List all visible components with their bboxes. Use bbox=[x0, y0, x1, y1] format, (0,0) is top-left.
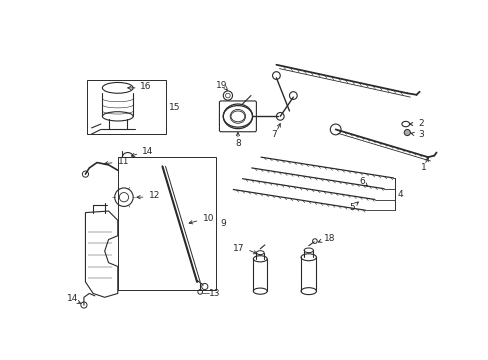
Text: 2: 2 bbox=[417, 119, 423, 128]
Text: 9: 9 bbox=[220, 219, 225, 228]
FancyBboxPatch shape bbox=[219, 101, 256, 132]
Text: 10: 10 bbox=[202, 214, 214, 223]
Text: 13: 13 bbox=[208, 289, 220, 298]
Text: 14: 14 bbox=[142, 147, 153, 156]
Text: 3: 3 bbox=[417, 130, 423, 139]
Text: 7: 7 bbox=[271, 130, 276, 139]
Text: 4: 4 bbox=[396, 190, 402, 199]
Text: 14: 14 bbox=[67, 294, 79, 303]
Text: 18: 18 bbox=[324, 234, 335, 243]
Text: 15: 15 bbox=[169, 103, 181, 112]
Text: 1: 1 bbox=[421, 163, 426, 172]
Text: 16: 16 bbox=[140, 82, 151, 91]
Text: 12: 12 bbox=[148, 191, 160, 200]
Text: 17: 17 bbox=[232, 243, 244, 252]
Text: 5: 5 bbox=[349, 203, 355, 212]
Text: 19: 19 bbox=[216, 81, 227, 90]
Text: 8: 8 bbox=[235, 139, 240, 148]
Text: 6: 6 bbox=[358, 176, 364, 185]
Circle shape bbox=[404, 130, 409, 136]
Text: 11: 11 bbox=[118, 157, 129, 166]
